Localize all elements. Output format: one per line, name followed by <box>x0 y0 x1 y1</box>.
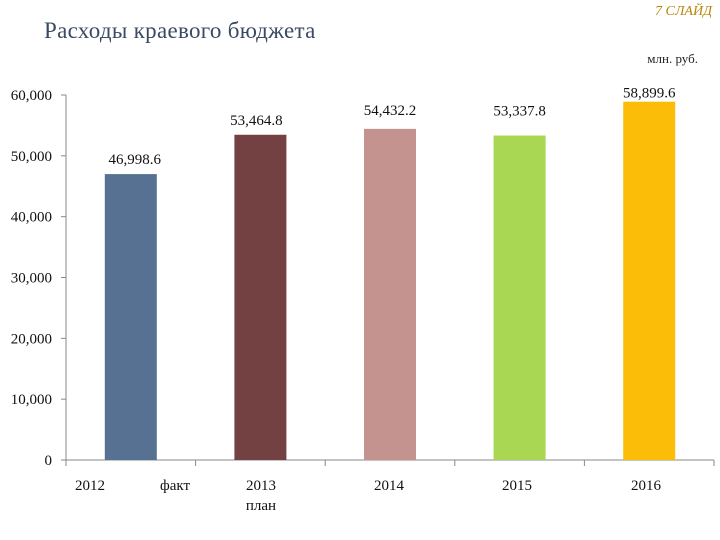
bar <box>104 174 157 460</box>
bar <box>493 135 546 460</box>
data-label: 46,998.6 <box>109 152 162 168</box>
slide-number: 7 СЛАЙД <box>654 4 712 19</box>
y-tick-label: 20,000 <box>11 331 52 347</box>
y-tick-label: 50,000 <box>11 149 52 165</box>
x-tick-sublabel: план <box>246 498 276 514</box>
x-tick-label: факт <box>160 478 190 494</box>
x-tick-label: 2012 <box>75 478 105 494</box>
x-tick-label: 2014 <box>374 478 405 494</box>
slide-title: Расходы краевого бюджета <box>44 18 316 43</box>
data-label: 54,432.2 <box>364 103 417 119</box>
y-tick-label: 40,000 <box>11 210 52 226</box>
y-tick-label: 0 <box>45 453 53 469</box>
y-tick-label: 10,000 <box>11 392 52 408</box>
bar <box>364 128 416 460</box>
x-tick-label: 2013 <box>246 478 276 494</box>
data-label: 58,899.6 <box>623 86 676 102</box>
x-tick-label: 2015 <box>502 478 532 494</box>
bar <box>234 134 287 460</box>
units-label: млн. руб. <box>647 51 698 66</box>
data-label: 53,464.8 <box>230 113 283 129</box>
data-label: 53,337.8 <box>493 104 546 120</box>
y-tick-label: 30,000 <box>11 271 52 287</box>
bar <box>623 101 676 461</box>
y-tick-label: 60,000 <box>11 88 52 104</box>
x-tick-label: 2016 <box>631 478 662 494</box>
